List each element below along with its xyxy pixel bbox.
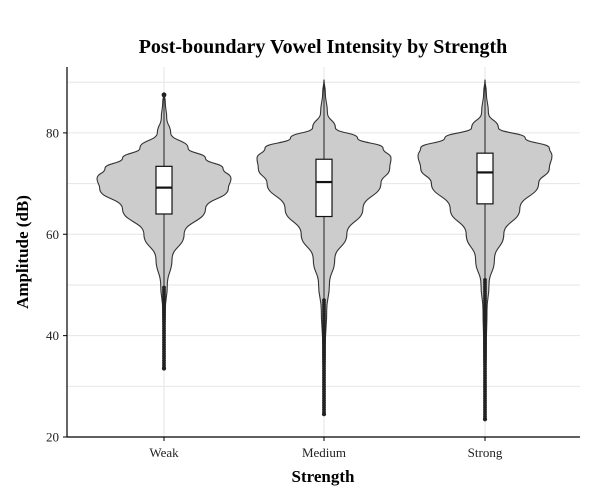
box-medium xyxy=(315,158,333,218)
y-tick-label: 80 xyxy=(46,125,59,140)
outlier-point xyxy=(161,92,167,98)
x-tick-label: Weak xyxy=(149,445,179,460)
y-tick-label: 20 xyxy=(46,430,59,445)
outlier-point xyxy=(321,412,327,417)
outlier-point xyxy=(161,366,167,371)
y-tick-label: 40 xyxy=(46,328,59,343)
x-axis-title: Strength xyxy=(292,467,356,486)
plot-area xyxy=(96,79,553,422)
axis-ticks: 20 40 60 80 Weak Medium Strong xyxy=(46,125,503,460)
box-strong xyxy=(476,152,494,205)
y-axis-title: Amplitude (dB) xyxy=(13,195,32,309)
box-weak xyxy=(155,165,173,215)
outlier-point xyxy=(482,417,488,422)
x-tick-label: Medium xyxy=(302,445,346,460)
chart-title: Post-boundary Vowel Intensity by Strengt… xyxy=(139,36,508,58)
x-tick-label: Strong xyxy=(468,445,503,460)
y-tick-label: 60 xyxy=(46,227,59,242)
